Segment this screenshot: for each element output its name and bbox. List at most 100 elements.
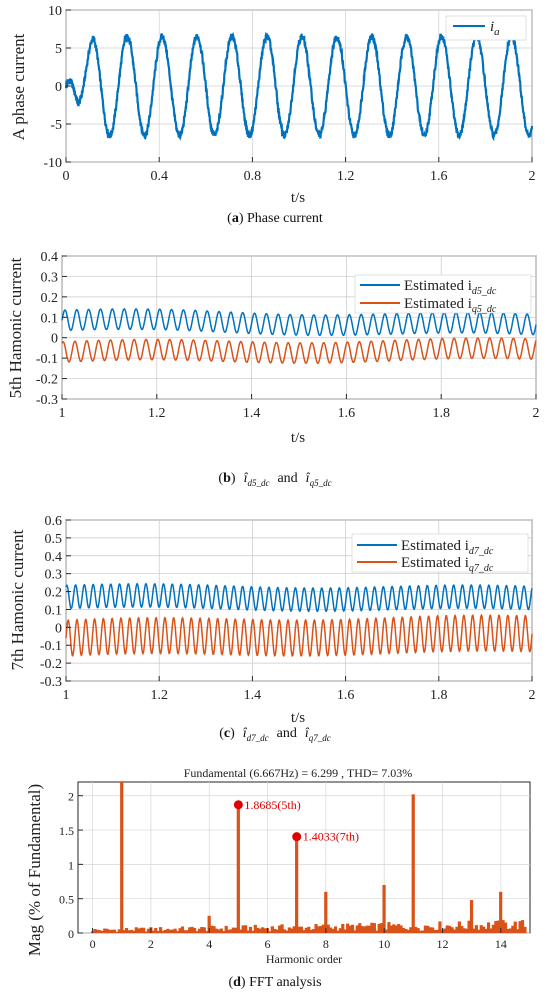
title-d: Fundamental (6.667Hz) = 6.299 , THD= 7.0… xyxy=(184,766,413,780)
fft-bar xyxy=(380,923,384,933)
annotations-d: 1.8685(5th) 1.4033(7th) xyxy=(233,798,359,844)
ytick-label-b: 0.3 xyxy=(41,270,59,285)
fft-bar xyxy=(115,931,119,933)
fft-bar xyxy=(295,836,299,933)
fft-bar xyxy=(455,926,459,933)
fft-bar xyxy=(146,928,151,933)
fft-bar xyxy=(173,928,177,933)
fft-bar xyxy=(107,929,112,933)
fft-bar xyxy=(304,927,308,933)
fft-bar xyxy=(409,927,413,933)
xtick-label-c: 1.6 xyxy=(337,688,355,703)
fft-bar xyxy=(448,925,452,933)
caption-a: (a) Phase current xyxy=(227,211,323,226)
fft-bar xyxy=(469,900,474,933)
ticks-a: 0 0.4 0.8 1.2 1.6 2 -10 -5 0 5 10 xyxy=(43,4,535,184)
fft-bar xyxy=(394,925,398,933)
fft-bar xyxy=(343,929,347,933)
fft-bar xyxy=(433,930,437,933)
fft-bar xyxy=(229,929,233,933)
fft-bar xyxy=(141,927,146,933)
xtick-label-b: 2 xyxy=(533,406,540,421)
fft-bar xyxy=(193,928,197,933)
ytick-label-d: 2 xyxy=(68,790,74,804)
fft-bar xyxy=(168,929,172,933)
xtick-label-d: 10 xyxy=(378,937,390,951)
ytick-label-d: 0.5 xyxy=(59,893,74,907)
fft-bar xyxy=(248,926,253,933)
ytick-label-a: 5 xyxy=(55,42,62,57)
xtick-label-b: 1.4 xyxy=(243,406,261,421)
fft-bar xyxy=(144,931,148,933)
fft-bar xyxy=(302,930,306,933)
fft-bar xyxy=(183,930,187,933)
ytick-label-c: -0.2 xyxy=(40,657,62,672)
ticks-c: 1 1.2 1.4 1.6 1.8 2 -0.3 -0.2 -0.1 0 0.1 0.2 0.3 0.4 0… xyxy=(40,514,536,703)
fft-bar xyxy=(392,924,396,933)
xtick-label-b: 1.6 xyxy=(338,406,356,421)
fft-bar xyxy=(122,930,126,933)
xtick-label-a: 0 xyxy=(63,169,70,184)
xlabel-a: t/s xyxy=(291,190,305,206)
fft-bar xyxy=(139,927,143,933)
fft-bar xyxy=(494,921,498,933)
ytick-label-b: -0.1 xyxy=(36,352,58,367)
fft-bar xyxy=(360,926,364,933)
xtick-label-c: 2 xyxy=(529,688,536,703)
fft-bar xyxy=(103,928,107,933)
legend-label-iq7: Estimated iq7_dc xyxy=(401,555,494,574)
fft-bar xyxy=(234,927,238,933)
fft-bar xyxy=(479,925,483,933)
fft-bar xyxy=(236,804,240,933)
fft-bar xyxy=(501,920,505,933)
ytick-label-b: 0.4 xyxy=(41,250,59,265)
fft-bar xyxy=(309,929,313,933)
ticks-b: 1 1.2 1.4 1.6 1.8 2 -0.3 -0.2 -0.1 0 0.1 0.2 0.3 0.4 xyxy=(36,250,540,421)
fft-bar xyxy=(336,930,340,933)
fft-bar xyxy=(282,929,287,933)
fft-bar xyxy=(372,923,376,933)
fft-bar xyxy=(158,927,163,933)
fft-bar xyxy=(465,928,469,933)
fft-bar xyxy=(176,931,180,933)
fft-bar xyxy=(195,931,199,933)
fft-bar xyxy=(416,928,420,933)
fft-bar xyxy=(426,925,430,933)
fft-bar xyxy=(224,925,228,933)
fft-bar xyxy=(227,929,231,933)
fft-bar xyxy=(503,922,508,933)
fft-bar xyxy=(518,921,522,933)
fft-bar xyxy=(154,927,158,933)
ytick-label-b: 0.2 xyxy=(41,291,59,306)
ytick-label-d: 0 xyxy=(68,927,74,941)
fft-bar xyxy=(197,928,202,933)
xtick-label-c: 1.8 xyxy=(430,688,448,703)
fft-bar xyxy=(367,925,372,933)
fft-bar xyxy=(474,925,478,933)
fft-bar xyxy=(397,924,401,933)
fft-bar xyxy=(129,929,134,933)
fft-bar xyxy=(292,926,296,933)
annotation-marker xyxy=(233,800,243,810)
fft-bar xyxy=(438,921,442,933)
ytick-label-c: 0.1 xyxy=(45,603,63,618)
xtick-label-a: 2 xyxy=(529,169,536,184)
fft-bar xyxy=(299,926,304,933)
xtick-label-b: 1 xyxy=(59,406,66,421)
xtick-label-c: 1 xyxy=(63,688,70,703)
grid-a xyxy=(65,9,533,163)
fft-bar xyxy=(499,891,503,933)
fft-bar xyxy=(120,782,124,933)
fft-bar xyxy=(171,929,175,933)
fft-bar xyxy=(353,930,357,933)
xtick-label-a: 0.8 xyxy=(244,169,262,184)
legend-b: Estimated id5_dc Estimated iq5_dc xyxy=(354,274,532,315)
fft-bar xyxy=(489,928,493,933)
ytick-label-b: 0 xyxy=(51,332,58,347)
fft-bar xyxy=(95,929,100,933)
xtick-label-d: 12 xyxy=(437,937,449,951)
fft-bar xyxy=(326,924,330,933)
series-line-iq5 xyxy=(61,337,537,365)
xtick-label-b: 1.2 xyxy=(148,406,166,421)
panel-b: 1 1.2 1.4 1.6 1.8 2-0.3-0.2-0.100.10.20.30.4 … xyxy=(6,250,540,488)
